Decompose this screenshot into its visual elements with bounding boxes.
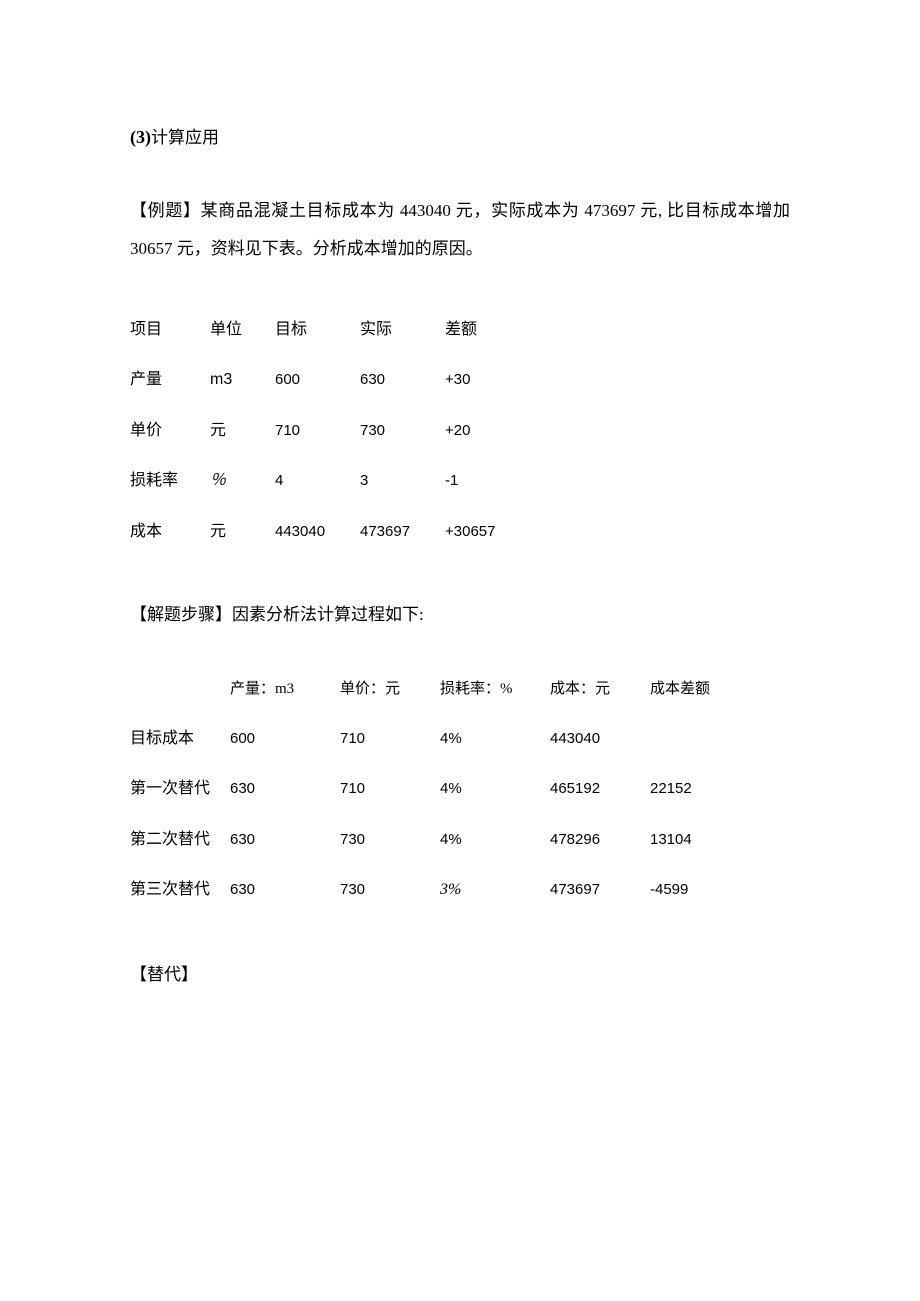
- table-row: 第三次替代 630 730 3% 473697 -4599: [130, 865, 730, 915]
- row-loss: 4%: [440, 714, 550, 764]
- table-header-price: 单价：元: [340, 665, 440, 714]
- row-actual: 730: [360, 406, 445, 456]
- row-diff: +30: [445, 355, 530, 405]
- row-label: 第二次替代: [130, 815, 230, 865]
- row-unit: ％: [210, 456, 275, 506]
- row-cost: 473697: [550, 865, 650, 915]
- row-loss: 4%: [440, 764, 550, 814]
- row-prod: 630: [230, 764, 340, 814]
- table-row: 第二次替代 630 730 4% 478296 13104: [130, 815, 730, 865]
- table-header-unit: 单位: [210, 305, 275, 355]
- row-loss: 3%: [440, 865, 550, 915]
- heading-text: 计算应用: [151, 128, 219, 147]
- row-unit: 元: [210, 406, 275, 456]
- problem-mid1: 元，实际成本为: [451, 201, 584, 220]
- table-row: 项目 单位 目标 实际 差额: [130, 305, 530, 355]
- problem-increase: 30657: [130, 239, 173, 258]
- row-unit: m3: [210, 355, 275, 405]
- table-header-target: 目标: [275, 305, 360, 355]
- section-heading: (3)计算应用: [130, 120, 790, 154]
- row-label: 第一次替代: [130, 764, 230, 814]
- row-label: 单价: [130, 406, 210, 456]
- substitution-section-label: 【替代】: [130, 959, 790, 991]
- table-row: 单价 元 710 730 +20: [130, 406, 530, 456]
- row-label: 产量: [130, 355, 210, 405]
- row-loss: 4%: [440, 815, 550, 865]
- table-row: 产量 m3 600 630 +30: [130, 355, 530, 405]
- row-prod: 630: [230, 865, 340, 915]
- table-header-prod: 产量：m3: [230, 665, 340, 714]
- table-header-blank: [130, 665, 230, 714]
- row-diff: [650, 714, 730, 764]
- table-row: 损耗率 ％ 4 3 -1: [130, 456, 530, 506]
- row-price: 710: [340, 764, 440, 814]
- cost-data-table: 项目 单位 目标 实际 差额 产量 m3 600 630 +30 单价 元 71…: [130, 305, 530, 557]
- row-diff: 13104: [650, 815, 730, 865]
- table-row: 第一次替代 630 710 4% 465192 22152: [130, 764, 730, 814]
- row-actual: 473697: [360, 507, 445, 557]
- heading-number: (3): [130, 127, 151, 147]
- row-label: 成本: [130, 507, 210, 557]
- row-target: 710: [275, 406, 360, 456]
- row-actual: 630: [360, 355, 445, 405]
- table-header-item: 项目: [130, 305, 210, 355]
- problem-mid2: 元, 比目标成本增加: [635, 201, 790, 220]
- row-diff: +20: [445, 406, 530, 456]
- problem-target-cost: 443040: [400, 201, 451, 220]
- row-price: 710: [340, 714, 440, 764]
- row-label: 第三次替代: [130, 865, 230, 915]
- table-row: 成本 元 443040 473697 +30657: [130, 507, 530, 557]
- table-header-loss: 损耗率：%: [440, 665, 550, 714]
- row-prod: 630: [230, 815, 340, 865]
- problem-statement: 【例题】某商品混凝土目标成本为 443040 元，实际成本为 473697 元,…: [130, 192, 790, 267]
- factor-analysis-table: 产量：m3 单价：元 损耗率：% 成本：元 成本差额 目标成本 600 710 …: [130, 665, 730, 915]
- row-label: 目标成本: [130, 714, 230, 764]
- row-diff: -1: [445, 456, 530, 506]
- table-row: 目标成本 600 710 4% 443040: [130, 714, 730, 764]
- row-target: 443040: [275, 507, 360, 557]
- row-actual: 3: [360, 456, 445, 506]
- row-target: 4: [275, 456, 360, 506]
- row-unit: 元: [210, 507, 275, 557]
- row-diff: -4599: [650, 865, 730, 915]
- row-label: 损耗率: [130, 456, 210, 506]
- table-header-cost: 成本：元: [550, 665, 650, 714]
- row-cost: 478296: [550, 815, 650, 865]
- solution-intro: 【解题步骤】因素分析法计算过程如下:: [130, 599, 790, 631]
- row-diff: +30657: [445, 507, 530, 557]
- table-header-diff: 差额: [445, 305, 530, 355]
- problem-actual-cost: 473697: [584, 201, 635, 220]
- table-header-costdiff: 成本差额: [650, 665, 730, 714]
- table-row: 产量：m3 单价：元 损耗率：% 成本：元 成本差额: [130, 665, 730, 714]
- row-price: 730: [340, 815, 440, 865]
- row-target: 600: [275, 355, 360, 405]
- row-diff: 22152: [650, 764, 730, 814]
- row-price: 730: [340, 865, 440, 915]
- row-cost: 465192: [550, 764, 650, 814]
- problem-prefix: 【例题】某商品混凝土目标成本为: [130, 201, 400, 220]
- problem-suffix: 元，资料见下表。分析成本增加的原因。: [173, 239, 483, 258]
- table-header-actual: 实际: [360, 305, 445, 355]
- row-cost: 443040: [550, 714, 650, 764]
- row-prod: 600: [230, 714, 340, 764]
